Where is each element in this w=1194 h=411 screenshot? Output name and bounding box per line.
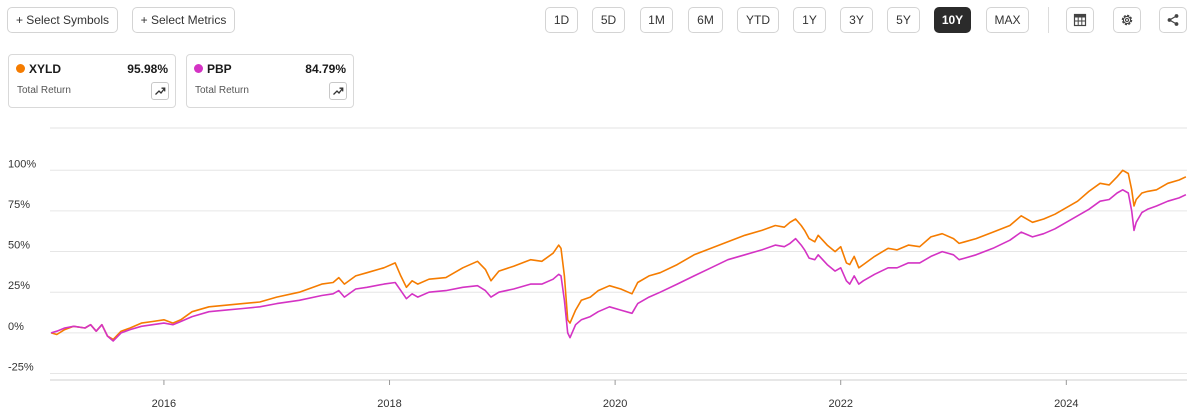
y-tick-label: 25% (8, 280, 30, 292)
gear-icon (1121, 14, 1133, 26)
metric-label: Total Return (17, 85, 71, 96)
table-icon (1073, 13, 1087, 27)
series-line-xyld[interactable] (50, 169, 1187, 341)
symbol-return-value: 95.98% (127, 62, 168, 76)
range-3y-button[interactable]: 3Y (840, 7, 873, 33)
range-1d-button[interactable]: 1D (545, 7, 578, 33)
series-line-pbp[interactable] (50, 189, 1187, 342)
range-max-button[interactable]: MAX (986, 7, 1029, 33)
symbol-return-value: 84.79% (305, 62, 346, 76)
table-view-button[interactable] (1066, 7, 1094, 33)
settings-button[interactable] (1113, 7, 1141, 33)
range-5d-button[interactable]: 5D (592, 7, 625, 33)
series-color-dot (16, 64, 25, 73)
symbol-card-pbp[interactable]: PBP 84.79% Total Return (186, 54, 354, 108)
range-6m-button[interactable]: 6M (688, 7, 723, 33)
total-return-chart[interactable]: 100% 75% 50% 25% 0% -25% 2016 2018 2020 2022 2024 (0, 120, 1194, 411)
trend-arrow-icon (333, 87, 344, 95)
y-tick-label: 0% (8, 321, 24, 333)
select-symbols-button[interactable]: + Select Symbols (7, 7, 118, 33)
series-color-dot (194, 64, 203, 73)
toolbar-divider (1048, 7, 1049, 33)
y-tick-label: 75% (8, 199, 30, 211)
y-tick-label: 100% (8, 158, 36, 170)
metric-label: Total Return (195, 85, 249, 96)
symbol-name: PBP (207, 62, 232, 76)
range-1y-button[interactable]: 1Y (793, 7, 826, 33)
symbol-name: XYLD (29, 62, 62, 76)
y-tick-label: -25% (8, 361, 34, 373)
share-icon (1167, 14, 1179, 26)
trend-toggle-button[interactable] (329, 82, 347, 100)
x-tick-label: 2024 (1054, 398, 1078, 410)
select-metrics-button[interactable]: + Select Metrics (132, 7, 235, 33)
x-tick-label: 2016 (152, 398, 176, 410)
y-tick-label: 50% (8, 240, 30, 252)
x-tick-label: 2020 (603, 398, 627, 410)
x-tick-label: 2018 (377, 398, 401, 410)
range-10y-button[interactable]: 10Y (934, 7, 971, 33)
symbol-card-xyld[interactable]: XYLD 95.98% Total Return (8, 54, 176, 108)
x-tick-label: 2022 (828, 398, 852, 410)
range-1m-button[interactable]: 1M (640, 7, 673, 33)
trend-arrow-icon (155, 87, 166, 95)
range-5y-button[interactable]: 5Y (887, 7, 920, 33)
share-button[interactable] (1159, 7, 1187, 33)
range-ytd-button[interactable]: YTD (737, 7, 779, 33)
trend-toggle-button[interactable] (151, 82, 169, 100)
